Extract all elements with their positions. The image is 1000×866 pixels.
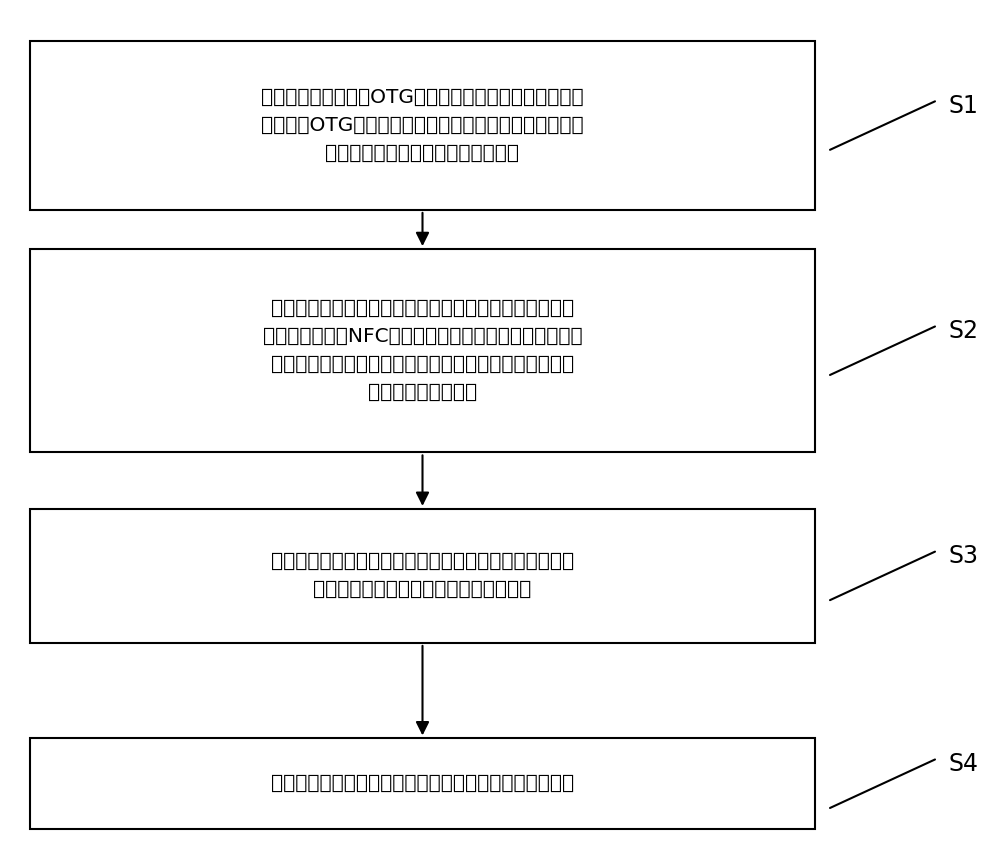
Text: S3: S3 [948,544,978,568]
Bar [30,249,815,452]
Text: S2: S2 [948,319,978,343]
Bar [30,509,815,643]
Text: 所述智能柜根据所述开锁指令控制所述智能柜的门锁打开: 所述智能柜根据所述开锁指令控制所述智能柜的门锁打开 [271,774,574,793]
Text: 在所述移动终端接收预设信息并在预设信息认证成功时，
所述移动终端的NFC模块向所述智能柜发送唤醒信息以唤
醒所述无线通讯模块，所述无线通讯模块由所述不可检测
状: 在所述移动终端接收预设信息并在预设信息认证成功时， 所述移动终端的NFC模块向所… [263,300,582,402]
Text: S1: S1 [948,94,978,118]
Text: S4: S4 [948,752,978,776]
Text: 在所述移动终端与所述无线通讯模块建立连接时，所述无
线通讯模块接收所述移动终端的开锁指令: 在所述移动终端与所述无线通讯模块建立连接时，所述无 线通讯模块接收所述移动终端的… [271,553,574,599]
Bar [30,738,815,830]
Bar [30,41,815,210]
Text: 在移动终端通过所述OTG接口与所述智能柜进行反向充电
时，所述OTG模块控制所述无线通讯模块进入待机状态，
所述无线通讯模块置于不可检测状态: 在移动终端通过所述OTG接口与所述智能柜进行反向充电 时，所述OTG模块控制所述… [261,88,584,163]
